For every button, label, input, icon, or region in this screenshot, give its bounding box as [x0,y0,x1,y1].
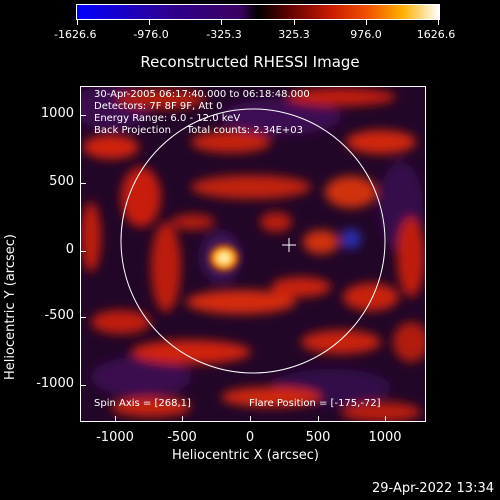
y-tick-label: 500 [49,174,74,189]
y-tick-label: -500 [44,308,74,323]
x-tick-label: 500 [305,430,331,445]
y-tick-mark [80,115,86,116]
x-tick-label: -1000 [96,430,134,445]
x-tick-label: -500 [167,430,197,445]
colorbar-tick-mark [149,20,150,25]
colorbar-tick-mark [77,20,78,25]
plot-title: Reconstructed RHESSI Image [140,53,360,71]
y-tick-label: -1000 [36,376,74,391]
y-tick-label: 1000 [40,106,74,121]
y-tick-mark [80,183,86,184]
method-counts-text: Back Projection Total counts: 2.34E+03 [94,125,303,136]
rhessi-image: 30-Apr-2005 06:17:40.000 to 06:18:48.000… [80,86,426,422]
colorbar [76,4,440,20]
x-tick-mark [182,416,183,422]
y-tick-mark [80,317,86,318]
x-tick-mark [250,416,251,422]
detectors-text: Detectors: 7F 8F 9F, Att 0 [94,101,223,112]
colorbar-tick-label: -1626.6 [54,28,97,41]
solar-limb-circle [120,108,386,374]
colorbar-tick-mark [221,20,222,25]
x-tick-mark [115,416,116,422]
time-range-text: 30-Apr-2005 06:17:40.000 to 06:18:48.000 [94,89,310,100]
y-axis-label: Heliocentric Y (arcsec) [3,234,18,380]
colorbar-tick-label: 976.0 [350,28,382,41]
flare-position-text: Flare Position = [-175,-72] [249,398,381,409]
colorbar-tick-mark [294,20,295,25]
x-tick-mark [385,416,386,422]
x-tick-label: 1000 [368,430,402,445]
flare-source [206,242,242,274]
y-tick-mark [80,385,86,386]
colorbar-tick-label: -325.3 [206,28,242,41]
colorbar-tick-label: 325.3 [278,28,310,41]
timestamp: 29-Apr-2022 13:34 [372,481,494,496]
image-canvas [81,87,425,421]
colorbar-tick-mark [366,20,367,25]
y-tick-label: 0 [65,242,74,257]
colorbar-tick-mark [438,20,439,25]
colorbar-tick-label: 1626.6 [416,28,456,41]
y-tick-mark [80,251,86,252]
x-axis-label: Heliocentric X (arcsec) [172,448,319,463]
colorbar-tick-label: -976.0 [133,28,169,41]
energy-range-text: Energy Range: 6.0 - 12.0 keV [94,113,241,124]
background-ripples [81,87,425,421]
x-tick-mark [318,416,319,422]
spin-axis-text: Spin Axis = [268,1] [94,398,191,409]
x-tick-label: 0 [245,430,255,445]
